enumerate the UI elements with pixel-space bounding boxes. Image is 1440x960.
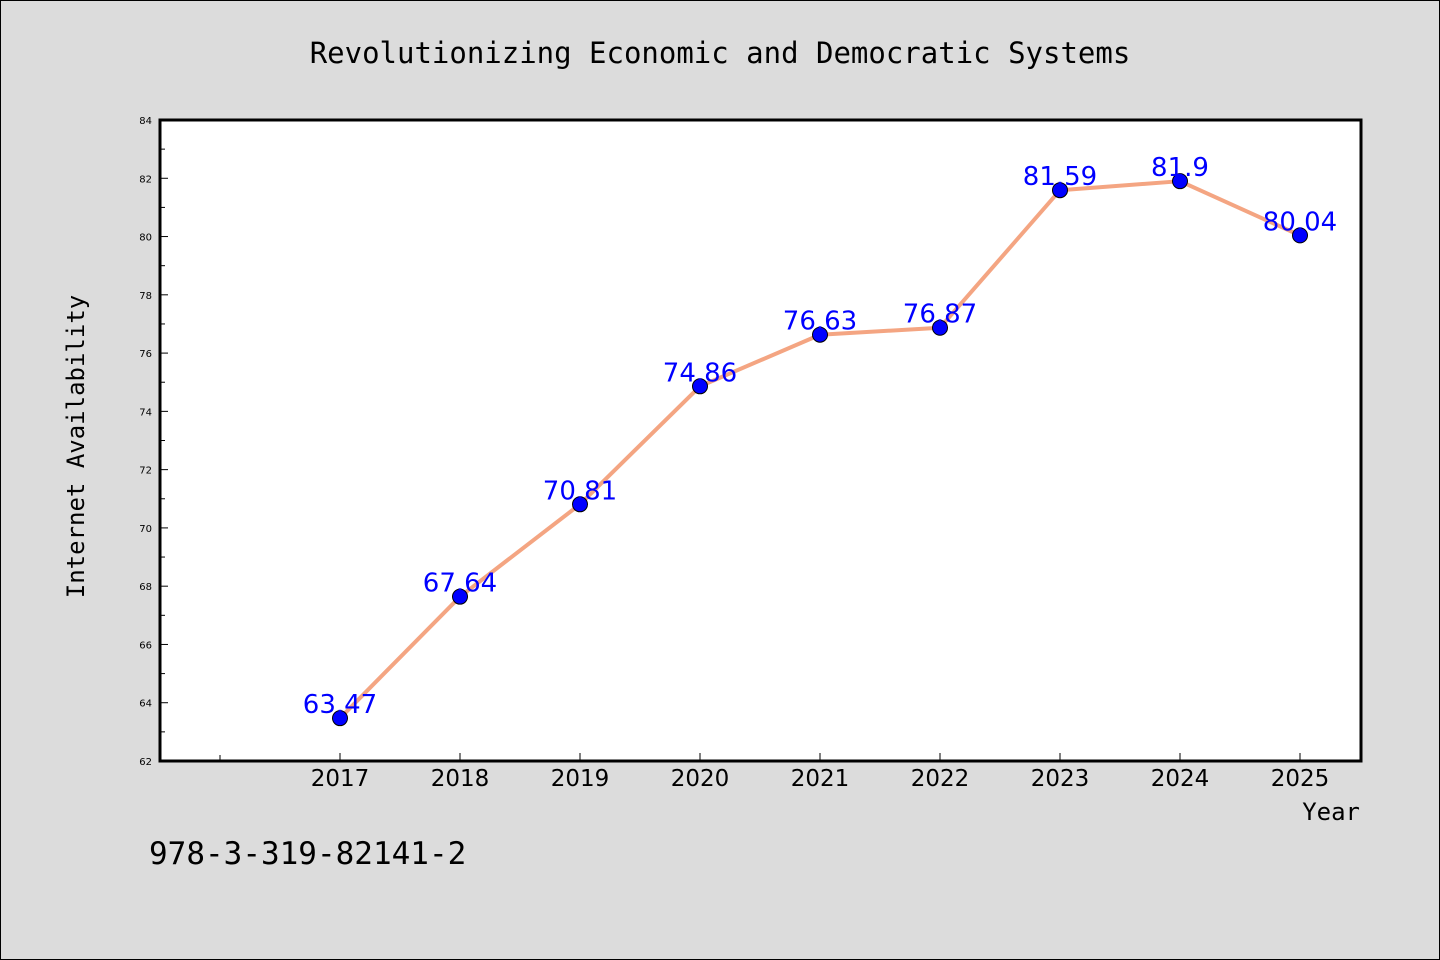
data-point	[932, 319, 948, 336]
plot-area	[160, 120, 1361, 761]
y-axis-ticks: 62 64 66 68 70 72 74 76 78 80 82 84	[139, 116, 168, 768]
y-tick-label: 74	[139, 407, 152, 418]
data-label: 67.64	[423, 569, 497, 599]
chart-title: Revolutionizing Economic and Democratic …	[310, 36, 1131, 70]
isbn-annotation: 978-3-319-82141-2	[149, 836, 466, 872]
x-tick-label: 2025	[1271, 766, 1330, 792]
x-axis-ticks: 2017 2018 2019 2020 2021 2022 2023 2024 2025	[219, 753, 1330, 792]
x-tick-label: 2017	[311, 766, 370, 792]
x-tick-label: 2020	[671, 766, 730, 792]
plot-frame	[158, 118, 1363, 763]
x-tick-label: 2018	[431, 766, 490, 792]
data-label: 80.04	[1263, 207, 1337, 237]
data-label: 74.86	[663, 358, 737, 388]
data-label: 70.81	[543, 476, 617, 506]
data-label: 63.47	[303, 690, 377, 720]
data-point	[1292, 227, 1308, 244]
data-label: 76.63	[783, 307, 857, 337]
y-axis-label: Internet Availability	[62, 295, 90, 598]
data-point	[1052, 182, 1068, 199]
data-point	[1172, 173, 1188, 190]
series-group: 63.47 67.64 70.81 74.86 76.63 76.87 81.59 81.9 8…	[303, 153, 1337, 727]
y-tick-label: 78	[139, 291, 152, 302]
x-tick-label: 2019	[551, 766, 610, 792]
x-axis-label: Year	[1302, 798, 1360, 826]
y-tick-label: 62	[139, 757, 152, 768]
y-tick-label: 64	[139, 699, 152, 710]
y-tick-label: 84	[139, 116, 152, 127]
y-tick-label: 68	[139, 582, 152, 593]
data-point	[332, 710, 348, 727]
data-label: 76.87	[903, 300, 977, 330]
data-label: 81.9	[1151, 153, 1209, 183]
x-tick-label: 2023	[1031, 766, 1090, 792]
data-point	[572, 496, 588, 513]
x-tick-label: 2022	[911, 766, 970, 792]
data-point	[452, 588, 468, 605]
y-tick-label: 70	[139, 524, 152, 535]
y-tick-label: 82	[139, 174, 152, 185]
x-tick-label: 2021	[791, 766, 850, 792]
y-tick-label: 76	[139, 349, 152, 360]
data-label: 81.59	[1023, 162, 1097, 192]
x-tick-label: 2024	[1151, 766, 1210, 792]
data-point	[692, 378, 708, 395]
y-tick-label: 72	[139, 466, 152, 477]
y-tick-label: 66	[139, 640, 152, 651]
data-point	[812, 326, 828, 343]
y-tick-label: 80	[139, 233, 152, 244]
